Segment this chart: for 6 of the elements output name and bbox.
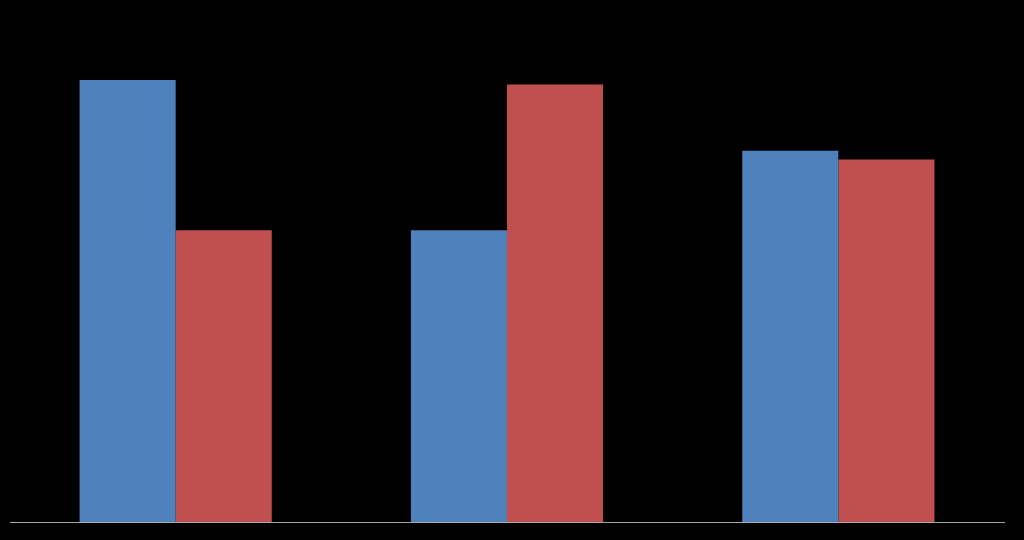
bar [175, 230, 272, 522]
bar [838, 159, 935, 522]
bar [79, 80, 176, 522]
bar [507, 84, 604, 522]
bar [742, 150, 839, 522]
bar [410, 230, 507, 522]
